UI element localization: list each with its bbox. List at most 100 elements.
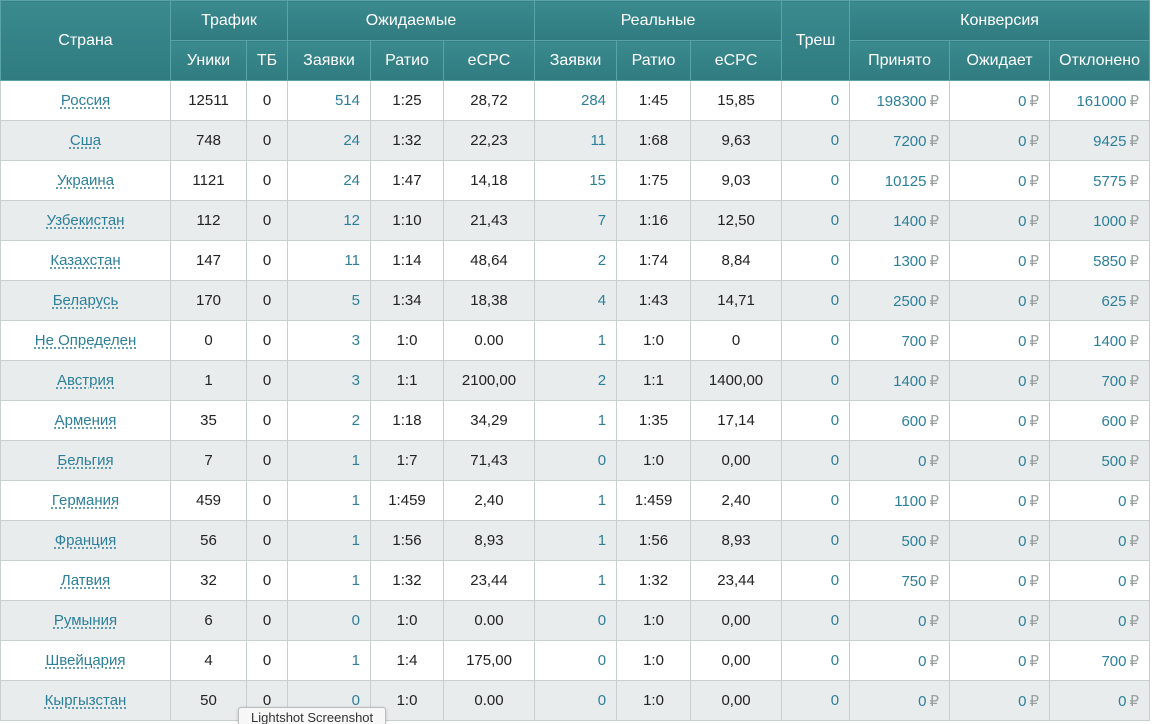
value-exp-requests[interactable]: 1: [351, 652, 360, 669]
value-accepted[interactable]: 1400: [893, 372, 927, 390]
country-link[interactable]: Узбекистан: [46, 212, 125, 229]
value-exp-requests[interactable]: 1: [351, 532, 360, 549]
value-trash[interactable]: 0: [830, 332, 840, 349]
value-trash[interactable]: 0: [830, 452, 840, 469]
country-link[interactable]: Латвия: [60, 572, 111, 589]
value-rejected[interactable]: 161000: [1076, 92, 1127, 110]
country-link[interactable]: Австрия: [56, 372, 115, 389]
value-real-requests[interactable]: 7: [597, 212, 607, 229]
value-accepted[interactable]: 700: [901, 332, 927, 350]
value-accepted[interactable]: 1300: [893, 252, 927, 270]
header-accepted[interactable]: Принято: [849, 40, 951, 81]
country-link[interactable]: Германия: [51, 492, 120, 509]
value-rejected[interactable]: 500: [1101, 452, 1127, 470]
value-accepted[interactable]: 1400: [893, 212, 927, 230]
value-real-requests[interactable]: 15: [589, 172, 607, 189]
value-accepted[interactable]: 500: [901, 532, 927, 550]
header-tb[interactable]: ТБ: [246, 40, 288, 81]
value-trash[interactable]: 0: [830, 492, 840, 509]
value-accepted[interactable]: 0: [918, 692, 927, 710]
value-exp-requests[interactable]: 24: [343, 132, 360, 149]
value-trash[interactable]: 0: [830, 612, 840, 629]
value-exp-requests[interactable]: 3: [351, 372, 360, 389]
value-exp-requests[interactable]: 12: [343, 212, 360, 229]
value-pending[interactable]: 0: [1018, 212, 1027, 230]
header-rejected[interactable]: Отклонено: [1049, 40, 1151, 81]
value-exp-requests[interactable]: 1: [351, 452, 360, 469]
value-exp-requests[interactable]: 514: [334, 92, 360, 109]
value-real-requests[interactable]: 1: [597, 532, 607, 549]
country-link[interactable]: Франция: [54, 532, 117, 549]
header-real-ecpc[interactable]: eCPC: [690, 40, 783, 81]
value-real-requests[interactable]: 1: [597, 572, 607, 589]
value-pending[interactable]: 0: [1018, 172, 1027, 190]
value-accepted[interactable]: 0: [918, 652, 927, 670]
value-pending[interactable]: 0: [1018, 492, 1027, 510]
value-trash[interactable]: 0: [830, 572, 840, 589]
value-pending[interactable]: 0: [1018, 692, 1027, 710]
value-pending[interactable]: 0: [1018, 532, 1027, 550]
value-accepted[interactable]: 0: [918, 452, 927, 470]
value-rejected[interactable]: 625: [1101, 292, 1127, 310]
value-accepted[interactable]: 198300: [876, 92, 927, 110]
value-accepted[interactable]: 1100: [894, 492, 927, 510]
header-trash[interactable]: Треш: [781, 0, 851, 81]
value-trash[interactable]: 0: [830, 172, 840, 189]
country-link[interactable]: Беларусь: [52, 292, 119, 309]
value-trash[interactable]: 0: [830, 292, 840, 309]
value-rejected[interactable]: 700: [1101, 652, 1127, 670]
value-exp-requests[interactable]: 5: [351, 292, 360, 309]
value-trash[interactable]: 0: [830, 692, 840, 709]
value-pending[interactable]: 0: [1018, 372, 1027, 390]
header-exp-requests[interactable]: Заявки: [287, 40, 371, 81]
header-pending[interactable]: Ожидает: [949, 40, 1051, 81]
header-exp-ecpc[interactable]: eCPC: [442, 40, 536, 81]
value-trash[interactable]: 0: [830, 132, 840, 149]
value-rejected[interactable]: 1400: [1093, 332, 1127, 350]
value-exp-requests[interactable]: 0: [351, 612, 360, 629]
country-link[interactable]: Россия: [60, 92, 111, 109]
value-rejected[interactable]: 0: [1118, 692, 1127, 710]
value-trash[interactable]: 0: [830, 252, 840, 269]
country-link[interactable]: Румыния: [53, 612, 118, 629]
country-link[interactable]: Сша: [69, 132, 102, 149]
value-real-requests[interactable]: 1: [597, 492, 607, 509]
value-pending[interactable]: 0: [1018, 412, 1027, 430]
country-link[interactable]: Швейцария: [45, 652, 126, 669]
value-pending[interactable]: 0: [1018, 252, 1027, 270]
country-link[interactable]: Украина: [56, 172, 115, 189]
value-trash[interactable]: 0: [830, 412, 840, 429]
value-real-requests[interactable]: 0: [597, 452, 607, 469]
value-trash[interactable]: 0: [830, 92, 840, 109]
value-real-requests[interactable]: 2: [597, 252, 607, 269]
value-accepted[interactable]: 750: [901, 572, 927, 590]
value-real-requests[interactable]: 0: [597, 652, 607, 669]
value-trash[interactable]: 0: [830, 532, 840, 549]
value-real-requests[interactable]: 11: [590, 132, 607, 149]
value-rejected[interactable]: 5775: [1093, 172, 1127, 190]
value-pending[interactable]: 0: [1018, 612, 1027, 630]
header-country[interactable]: Страна: [0, 0, 171, 81]
value-trash[interactable]: 0: [830, 372, 840, 389]
header-exp-ratio[interactable]: Ратио: [370, 40, 444, 81]
value-real-requests[interactable]: 0: [597, 692, 607, 709]
value-rejected[interactable]: 5850: [1093, 252, 1127, 270]
value-real-requests[interactable]: 284: [581, 92, 607, 109]
country-link[interactable]: Кыргызстан: [44, 692, 127, 709]
value-rejected[interactable]: 700: [1101, 372, 1127, 390]
value-rejected[interactable]: 0: [1118, 532, 1127, 550]
value-real-requests[interactable]: 0: [597, 612, 607, 629]
value-rejected[interactable]: 0: [1118, 492, 1127, 510]
value-accepted[interactable]: 7200: [893, 132, 927, 150]
value-rejected[interactable]: 600: [1101, 412, 1127, 430]
value-exp-requests[interactable]: 11: [344, 252, 360, 269]
value-exp-requests[interactable]: 3: [351, 332, 360, 349]
value-rejected[interactable]: 1000: [1093, 212, 1127, 230]
header-real-requests[interactable]: Заявки: [534, 40, 618, 81]
value-real-requests[interactable]: 2: [597, 372, 607, 389]
value-real-requests[interactable]: 4: [597, 292, 607, 309]
header-real-ratio[interactable]: Ратио: [616, 40, 692, 81]
value-rejected[interactable]: 0: [1118, 572, 1127, 590]
value-pending[interactable]: 0: [1018, 292, 1027, 310]
value-exp-requests[interactable]: 24: [343, 172, 360, 189]
